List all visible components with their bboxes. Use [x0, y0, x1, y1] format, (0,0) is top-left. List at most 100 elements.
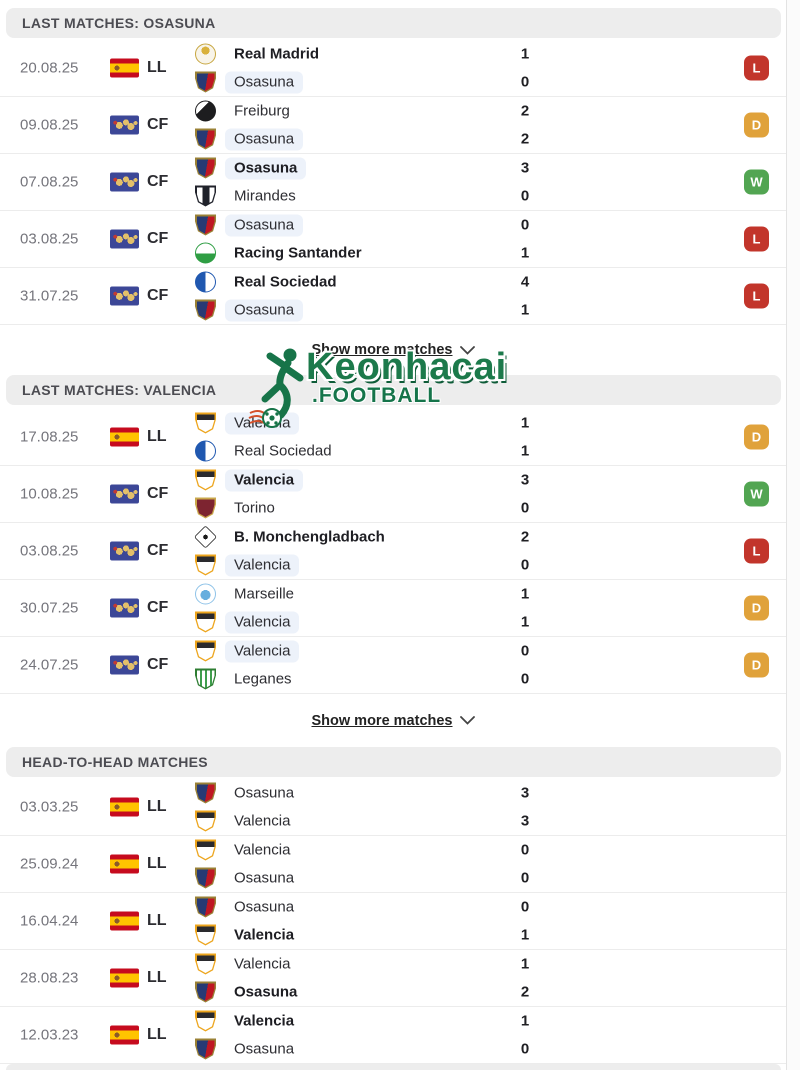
section-title: LAST MATCHES: VALENCIA [22, 382, 217, 398]
team-name: Marseille [234, 585, 295, 603]
team-line: Freiburg 2 [195, 99, 595, 124]
spain-flag-icon [110, 797, 139, 817]
competition-code: LL [147, 855, 167, 872]
team-score: 2 [520, 983, 530, 1001]
match-row[interactable]: 10.08.25 CF Valencia 3 Torino 0 W [0, 466, 786, 523]
show-more-matches-link[interactable]: Show more matches [311, 713, 475, 729]
team-line: Osasuna 0 [195, 70, 595, 95]
match-row[interactable]: 03.08.25 CF Osasuna 0 Racing Santander 1 L [0, 211, 786, 268]
osasuna-crest-icon [195, 981, 216, 1003]
match-row[interactable]: 12.03.23 LL Valencia 1 Osasuna 0 [0, 1007, 786, 1064]
world-flag-icon [110, 229, 139, 249]
team-name: Valencia [225, 412, 300, 434]
valencia-crest-icon [195, 810, 216, 832]
competition-code: CF [147, 542, 169, 559]
match-row[interactable]: 25.09.24 LL Valencia 0 Osasuna 0 [0, 836, 786, 893]
team-line: Real Sociedad 1 [195, 439, 595, 464]
torino-crest-fill [196, 499, 215, 517]
teams-block: Osasuna 3 Valencia 3 [195, 781, 595, 834]
team-line: Valencia 1 [195, 923, 595, 948]
match-row[interactable]: 16.04.24 LL Osasuna 0 Valencia 1 [0, 893, 786, 950]
match-row[interactable]: 24.07.25 CF Valencia 0 Leganes 0 D [0, 637, 786, 694]
section-title: HEAD-TO-HEAD MATCHES [22, 754, 208, 770]
valencia-crest-icon [195, 611, 216, 633]
team-line: Osasuna 2 [195, 127, 595, 152]
match-date: 12.03.23 [20, 1026, 79, 1044]
match-date: 03.03.25 [20, 798, 79, 816]
valencia-crest-fill [196, 414, 215, 432]
match-row[interactable]: 03.03.25 LL Osasuna 3 Valencia 3 [0, 779, 786, 836]
team-score: 1 [520, 442, 530, 460]
competition-code: CF [147, 485, 169, 502]
team-line: Mirandes 0 [195, 184, 595, 209]
teams-block: Osasuna 0 Racing Santander 1 [195, 213, 595, 266]
real-madrid-crest-icon [195, 43, 216, 65]
show-more-matches-link[interactable]: Show more matches [311, 342, 475, 358]
match-row[interactable]: 17.08.25 LL Valencia 1 Real Sociedad 1 D [0, 409, 786, 466]
match-row[interactable]: 03.08.25 CF B. Monchengladbach 2 Valencia 0 L [0, 523, 786, 580]
result-badge: D [744, 652, 769, 678]
team-score: 3 [520, 812, 530, 830]
match-date: 24.07.25 [20, 656, 79, 674]
valencia-crest-icon [195, 924, 216, 946]
team-line: Osasuna 3 [195, 156, 595, 181]
match-date: 16.04.24 [20, 912, 79, 930]
match-date: 07.08.25 [20, 173, 79, 191]
spain-flag-icon [110, 968, 139, 988]
team-score: 3 [520, 784, 530, 802]
match-row[interactable]: 31.07.25 CF Real Sociedad 4 Osasuna 1 L [0, 268, 786, 325]
match-row[interactable]: 30.07.25 CF Marseille 1 Valencia 1 D [0, 580, 786, 637]
team-score: 4 [520, 273, 530, 291]
mirandes-crest-icon [195, 185, 216, 207]
real-sociedad-crest-icon [195, 271, 216, 293]
match-row[interactable]: 09.08.25 CF Freiburg 2 Osasuna 2 D [0, 97, 786, 154]
world-flag-icon [110, 598, 139, 618]
match-date: 03.08.25 [20, 542, 79, 560]
competition-code: LL [147, 798, 167, 815]
result-badge: L [744, 55, 769, 81]
teams-block: Valencia 0 Leganes 0 [195, 639, 595, 692]
teams-block: Real Madrid 1 Osasuna 0 [195, 42, 595, 95]
team-name: Real Sociedad [234, 442, 332, 460]
osasuna-crest-icon [195, 782, 216, 804]
match-row[interactable]: 07.08.25 CF Osasuna 3 Mirandes 0 W [0, 154, 786, 211]
team-score: 2 [520, 528, 530, 546]
osasuna-crest-icon [195, 71, 216, 93]
show-more-row: Show more matches [0, 694, 786, 747]
match-date: 25.09.24 [20, 855, 79, 873]
team-score: 1 [520, 244, 530, 262]
team-name: Osasuna [234, 983, 298, 1001]
team-score: 2 [520, 130, 530, 148]
teams-block: Valencia 0 Osasuna 0 [195, 838, 595, 891]
world-flag-icon [110, 655, 139, 675]
team-line: Valencia 1 [195, 610, 595, 635]
team-name: Real Madrid [234, 45, 320, 63]
valencia-crest-icon [195, 953, 216, 975]
vertical-scrollbar[interactable] [786, 0, 800, 1070]
torino-crest-icon [195, 497, 216, 519]
team-name: Valencia [234, 841, 291, 859]
section-title: LAST MATCHES: OSASUNA [22, 15, 216, 31]
competition-code: CF [147, 230, 169, 247]
match-row[interactable]: 20.08.25 LL Real Madrid 1 Osasuna 0 L [0, 40, 786, 97]
valencia-crest-icon [195, 554, 216, 576]
osasuna-crest-fill [196, 784, 215, 802]
team-line: Osasuna 2 [195, 980, 595, 1005]
team-line: Valencia 3 [195, 809, 595, 834]
match-row[interactable]: 28.08.23 LL Valencia 1 Osasuna 2 [0, 950, 786, 1007]
team-name: Mirandes [234, 187, 296, 205]
teams-block: Osasuna 0 Valencia 1 [195, 895, 595, 948]
team-score: 0 [520, 670, 530, 688]
team-score: 3 [520, 159, 530, 177]
valencia-crest-fill [196, 841, 215, 859]
osasuna-crest-icon [195, 157, 216, 179]
team-score: 0 [520, 898, 530, 916]
team-line: Marseille 1 [195, 582, 595, 607]
team-score: 2 [520, 102, 530, 120]
team-name: Osasuna [234, 784, 295, 802]
team-score: 0 [520, 556, 530, 574]
osasuna-crest-icon [195, 896, 216, 918]
team-line: Valencia 3 [195, 468, 595, 493]
team-score: 0 [520, 73, 530, 91]
team-line: Osasuna 0 [195, 1037, 595, 1062]
